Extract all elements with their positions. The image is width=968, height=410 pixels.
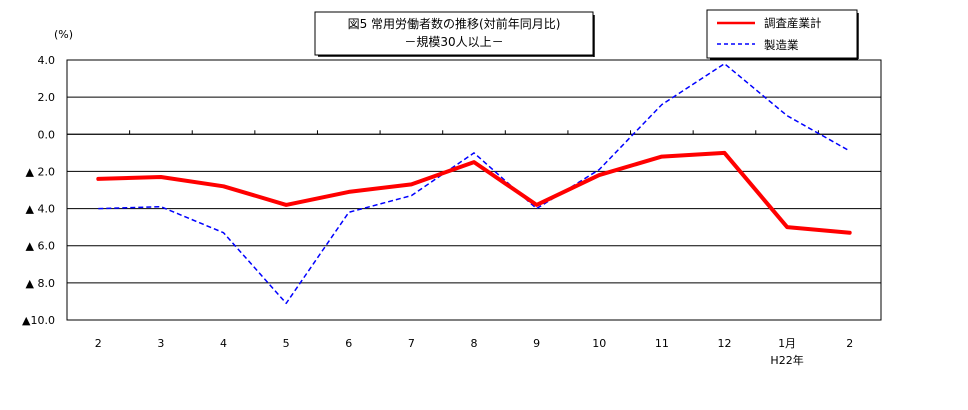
series-line-manufacturing <box>98 62 851 305</box>
x-tick-label: 8 <box>471 337 478 350</box>
chart-subtitle: －規模30人以上－ <box>404 34 503 49</box>
x-axis-tick-labels: 2 3 4 5 6 7 8 9 10 11 12 1月 H22年 2 <box>95 337 853 367</box>
x-tick-label: 6 <box>345 337 352 350</box>
y-tick-label: ▲10.0 <box>22 314 55 327</box>
y-tick-label: 2.0 <box>38 91 56 104</box>
y-tick-label: ▲ 4.0 <box>26 203 55 216</box>
y-axis-unit-label: (%) <box>54 28 73 41</box>
x-tick-label: 5 <box>283 337 290 350</box>
title-frame <box>314 11 594 56</box>
x-tick-label: 12 <box>717 337 731 350</box>
series-line-all-industries <box>96 150 852 235</box>
x-tick-label: 3 <box>157 337 164 350</box>
x-tick-label: 7 <box>408 337 415 350</box>
x-tick-label: 11 <box>655 337 669 350</box>
legend: 調査産業計 製造業 <box>706 9 859 60</box>
y-tick-label: ▲ 6.0 <box>26 240 55 253</box>
y-axis-tick-labels: 4.0 2.0 0.0 ▲ 2.0 ▲ 4.0 ▲ 6.0 ▲ 8.0 ▲10.0 <box>22 54 55 327</box>
x-tick-sublabel: H22年 <box>770 353 803 367</box>
y-tick-label: ▲ 2.0 <box>26 165 55 178</box>
chart-title: 図5 常用労働者数の推移(対前年同月比) <box>348 16 561 31</box>
plot-area <box>66 59 882 321</box>
y-tick-label: 4.0 <box>38 54 56 67</box>
x-tick-label: 4 <box>220 337 227 350</box>
gridlines <box>67 96 881 284</box>
title-box: 図5 常用労働者数の推移(対前年同月比) －規模30人以上－ <box>314 11 595 57</box>
series-layer <box>96 62 852 305</box>
x-tick-label: 10 <box>592 337 606 350</box>
x-tick-label: 2 <box>846 337 853 350</box>
x-axis-zero-line <box>67 130 881 135</box>
legend-label-manufacturing: 製造業 <box>764 38 799 52</box>
legend-frame <box>706 9 858 59</box>
legend-label-all-industries: 調査産業計 <box>764 16 822 30</box>
y-tick-label: ▲ 8.0 <box>26 277 55 290</box>
x-tick-label: 9 <box>533 337 540 350</box>
y-tick-label: 0.0 <box>38 128 56 141</box>
x-tick-label: 2 <box>95 337 102 350</box>
x-tick-label: 1月 <box>778 337 796 350</box>
